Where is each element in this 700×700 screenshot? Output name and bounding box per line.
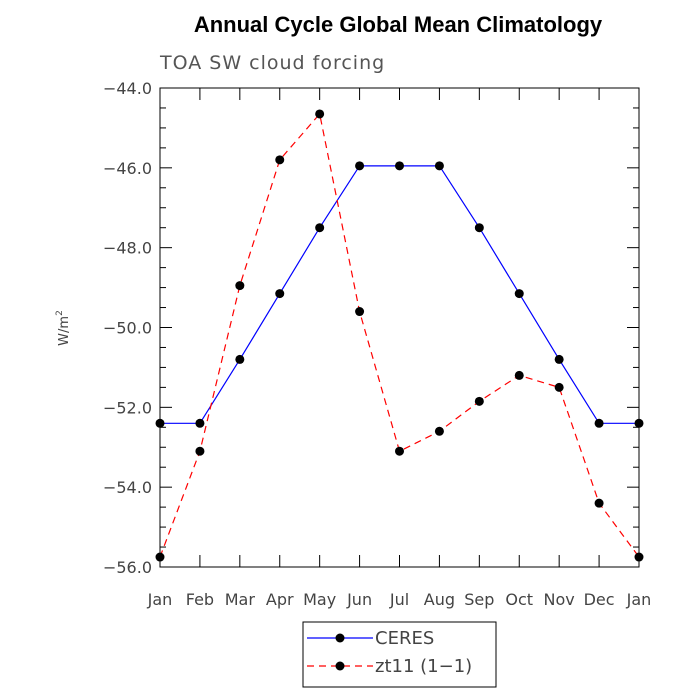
plot-frame <box>159 87 640 568</box>
x-tick-label: Nov <box>544 590 575 609</box>
data-point-zt11 <box>395 446 404 456</box>
x-tick-label: Apr <box>266 590 294 609</box>
data-point-zt11 <box>275 155 285 165</box>
data-point-ceres <box>275 289 285 299</box>
chart-subtitle: TOA SW cloud forcing <box>159 52 385 74</box>
data-point-ceres <box>395 161 404 171</box>
x-tick-label: Jan <box>147 590 173 609</box>
data-point-ceres <box>514 289 524 299</box>
data-point-ceres <box>594 418 604 428</box>
legend: CERES zt11 (1−1) <box>302 621 497 688</box>
legend-box <box>302 621 497 688</box>
x-tick-label: Sep <box>464 590 494 609</box>
x-tick-label: Dec <box>584 590 615 609</box>
data-point-zt11 <box>474 396 484 406</box>
x-tick-label: Mar <box>225 590 256 609</box>
y-tick-label: −50.0 <box>103 319 152 338</box>
data-point-ceres <box>554 354 564 364</box>
x-tick-label: Aug <box>424 590 455 609</box>
y-axis-ticks: −56.0 −54.0 −52.0 −50.0 −48.0 −46.0 −44.0 <box>103 79 639 577</box>
legend-label-zt11: zt11 (1−1) <box>375 656 472 677</box>
x-tick-label: Jun <box>346 590 372 609</box>
chart-title: Annual Cycle Global Mean Climatology <box>194 12 603 37</box>
series-line-zt11 <box>159 112 640 558</box>
x-tick-label: Feb <box>186 590 214 609</box>
data-point-ceres <box>434 161 444 171</box>
x-axis-ticks: Jan Feb Mar Apr May Jun Jul Aug Sep Oct Nov Dec Jan <box>147 88 652 609</box>
data-point-zt11 <box>514 370 524 380</box>
y-axis-label: W/m2 <box>55 310 72 346</box>
data-point-ceres <box>474 223 484 233</box>
legend-marker-ceres <box>335 633 345 643</box>
data-point-ceres <box>355 161 365 171</box>
x-tick-label: Jul <box>389 590 409 609</box>
y-tick-label: −52.0 <box>103 398 152 417</box>
y-tick-label: −54.0 <box>103 478 152 497</box>
data-point-ceres <box>235 354 245 364</box>
series-layer <box>155 109 644 562</box>
data-point-zt11 <box>355 307 365 317</box>
y-tick-label: −46.0 <box>103 159 152 178</box>
x-tick-label: Jan <box>626 590 652 609</box>
x-tick-label: May <box>303 590 336 609</box>
legend-label-ceres: CERES <box>375 628 434 649</box>
data-point-ceres <box>315 223 325 233</box>
y-tick-label: −48.0 <box>103 239 152 258</box>
y-tick-label: −56.0 <box>103 558 152 577</box>
x-tick-label: Oct <box>505 590 533 609</box>
series-line-ceres <box>160 165 639 424</box>
data-point-zt11 <box>195 446 205 456</box>
data-point-zt11 <box>434 426 444 436</box>
data-point-zt11 <box>315 109 325 119</box>
data-point-zt11 <box>235 281 245 291</box>
data-point-zt11 <box>554 382 564 392</box>
y-axis-label-superscript: 2 <box>55 310 65 316</box>
data-point-ceres <box>195 418 205 428</box>
y-tick-label: −44.0 <box>103 79 152 98</box>
data-point-zt11 <box>594 498 604 508</box>
legend-marker-zt11 <box>335 661 345 671</box>
